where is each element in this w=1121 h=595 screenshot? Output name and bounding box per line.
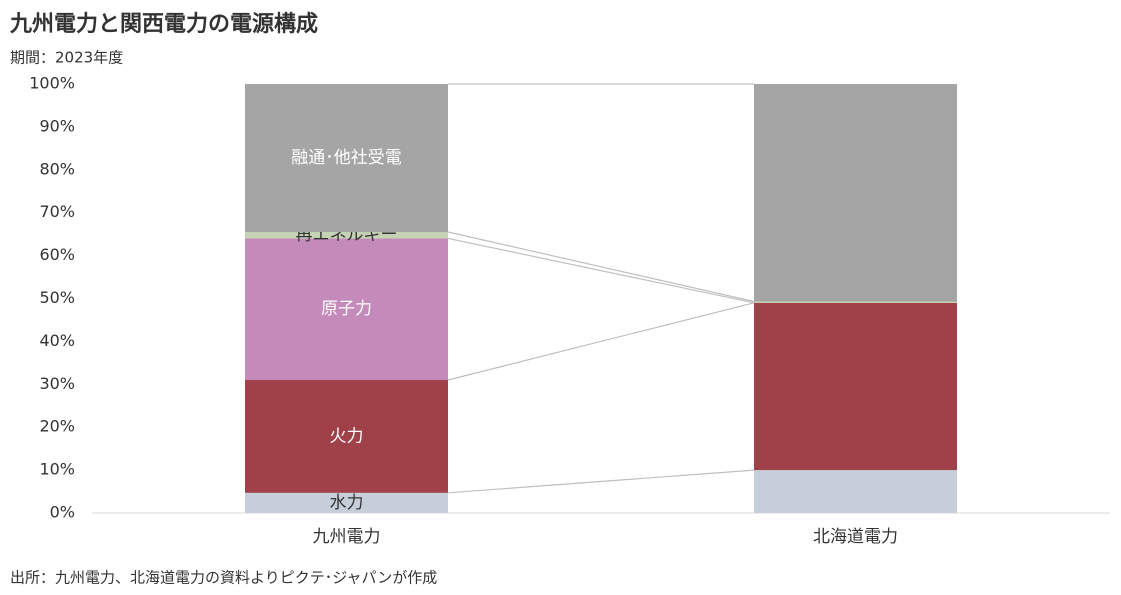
connector-line [447, 302, 755, 381]
bar-segment [245, 380, 448, 493]
y-tick-label: 50% [39, 288, 75, 307]
bar-segment [754, 84, 957, 302]
y-tick-label: 20% [39, 417, 75, 436]
bar-segment [245, 232, 448, 239]
chart-subtitle: 期間：2023年度 [10, 49, 123, 67]
x-tick-label: 北海道電力 [813, 527, 898, 547]
y-tick-label: 10% [39, 460, 75, 479]
y-tick-label: 40% [39, 331, 75, 350]
bar-segment [245, 492, 448, 513]
bar-segment [245, 84, 448, 233]
segment-label: 水力 [330, 493, 364, 513]
segment-label: 火力 [330, 426, 364, 446]
bar-segment [754, 301, 957, 303]
y-tick-label: 80% [39, 159, 75, 178]
segment-label: 原子力 [321, 299, 372, 319]
y-tick-label: 100% [29, 74, 75, 93]
bar-segment [754, 302, 957, 471]
bar-segment [754, 470, 957, 513]
y-tick-label: 60% [39, 245, 75, 264]
y-tick-label: 30% [39, 374, 75, 393]
chart-title: 九州電力と関西電力の電源構成 [9, 11, 318, 37]
source-note: 出所：九州電力、北海道電力の資料よりピクテ･ジャパンが作成 [10, 569, 437, 587]
connector-line [447, 237, 755, 304]
segment-label: 融通･他社受電 [291, 148, 402, 168]
y-tick-label: 70% [39, 202, 75, 221]
connector-line [447, 469, 755, 494]
y-tick-label: 0% [50, 503, 75, 522]
connector-line [447, 231, 755, 303]
y-tick-label: 90% [39, 116, 75, 135]
bar-segment [245, 238, 448, 381]
x-tick-label: 九州電力 [313, 527, 381, 547]
